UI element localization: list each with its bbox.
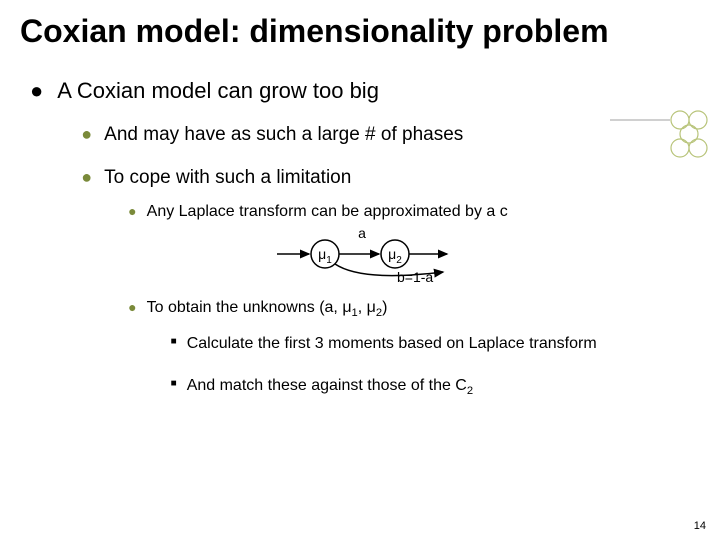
- node1-label: μ: [318, 246, 326, 262]
- l1-text: A Coxian model can grow too big: [57, 76, 700, 107]
- bullet-level-4: ■ And match these against those of the C…: [171, 374, 700, 400]
- page-number: 14: [694, 520, 706, 532]
- bullet-level-2: ● To cope with such a limitation ● Any L…: [81, 164, 700, 400]
- edge-label-b: b=1-a: [397, 269, 433, 284]
- bullet-level-4: ■ Calculate the first 3 moments based on…: [171, 332, 700, 356]
- bullet-level-3: ● Any Laplace transform can be approxima…: [128, 200, 700, 288]
- l3-text: Any Laplace transform can be approximate…: [147, 200, 700, 224]
- slide-title: Coxian model: dimensionality problem: [0, 0, 720, 56]
- square-bullet-icon: ■: [171, 332, 177, 352]
- l2-text: And may have as such a large # of phases: [104, 121, 700, 150]
- coxian-diagram: a μ1 μ2: [257, 228, 477, 284]
- l4-text: And match these against those of the C2: [187, 374, 700, 400]
- l4-text: Calculate the first 3 moments based on L…: [187, 332, 700, 356]
- slide-content: ● A Coxian model can grow too big ● And …: [0, 56, 720, 410]
- edge-label-a: a: [358, 228, 366, 241]
- disc-bullet-icon: ●: [128, 296, 136, 318]
- disc-bullet-icon: ●: [128, 200, 136, 222]
- node2-label: μ: [388, 246, 396, 262]
- disc-bullet-icon: ●: [81, 121, 92, 148]
- disc-bullet-icon: ●: [81, 164, 92, 191]
- bullet-level-1: ● A Coxian model can grow too big ● And …: [30, 76, 700, 410]
- disc-bullet-icon: ●: [30, 76, 43, 107]
- square-bullet-icon: ■: [171, 374, 177, 394]
- l2-text: To cope with such a limitation: [104, 164, 700, 193]
- bullet-level-3: ● To obtain the unknowns (a, μ1, μ2) ■ C…: [128, 296, 700, 400]
- bullet-level-2: ● And may have as such a large # of phas…: [81, 121, 700, 150]
- l3-text: To obtain the unknowns (a, μ1, μ2): [147, 296, 700, 322]
